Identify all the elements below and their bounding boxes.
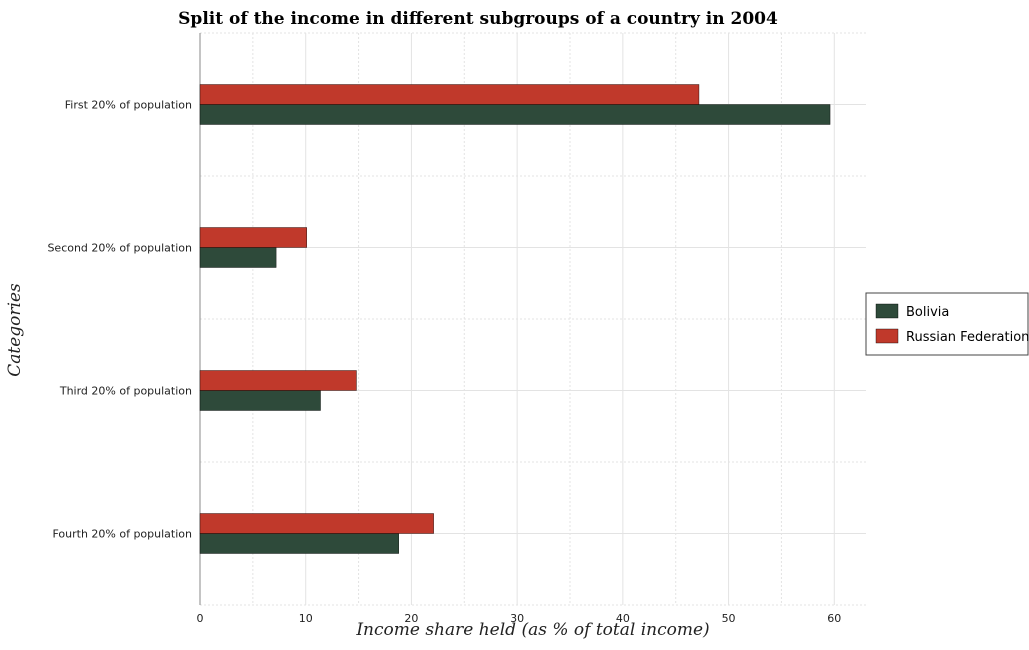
bar-russian-federation (200, 514, 434, 534)
y-tick-label: Second 20% of population (47, 242, 192, 255)
legend-box (866, 293, 1028, 355)
x-tick-label: 60 (827, 612, 841, 625)
chart-title: Split of the income in different subgrou… (178, 9, 778, 29)
y-tick-label: Fourth 20% of population (52, 528, 192, 541)
y-tick-label: First 20% of population (65, 99, 192, 112)
bar-russian-federation (200, 228, 307, 248)
bar-bolivia (200, 105, 830, 125)
bar-russian-federation (200, 371, 356, 391)
legend: Bolivia Russian Federation (866, 293, 1029, 355)
legend-swatch-bolivia (876, 304, 898, 318)
y-tick-labels: First 20% of population Second 20% of pop… (47, 99, 192, 541)
y-axis-title: Categories (5, 283, 25, 377)
bar-bolivia (200, 534, 399, 554)
y-tick-label: Third 20% of population (59, 385, 192, 398)
bar-russian-federation (200, 85, 699, 105)
bar-bolivia (200, 391, 321, 411)
x-tick-label: 50 (722, 612, 736, 625)
legend-label-bolivia: Bolivia (906, 305, 949, 320)
legend-swatch-russian-federation (876, 329, 898, 343)
legend-label-russian-federation: Russian Federation (906, 330, 1029, 345)
x-tick-label: 0 (197, 612, 204, 625)
x-tick-label: 10 (299, 612, 313, 625)
x-axis-title: Income share held (as % of total income) (355, 620, 709, 640)
bar-bolivia (200, 248, 276, 268)
